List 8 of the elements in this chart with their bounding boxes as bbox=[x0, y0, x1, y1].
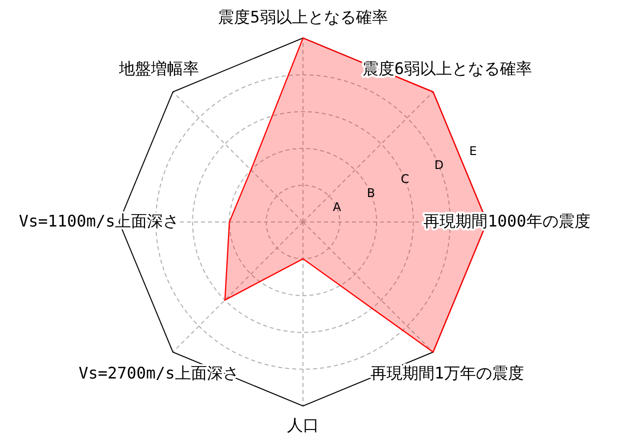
y-tick-label: A bbox=[332, 200, 342, 214]
y-tick-label: C bbox=[400, 172, 410, 186]
spoke-label: 地盤増幅率 bbox=[118, 59, 199, 78]
spoke-label: 震度5弱以上となる確率 bbox=[218, 7, 388, 26]
y-tick-label: D bbox=[434, 158, 444, 172]
spoke-label: 人口 bbox=[287, 415, 319, 434]
y-tick-label: E bbox=[469, 144, 477, 158]
y-tick-label: B bbox=[366, 186, 376, 200]
